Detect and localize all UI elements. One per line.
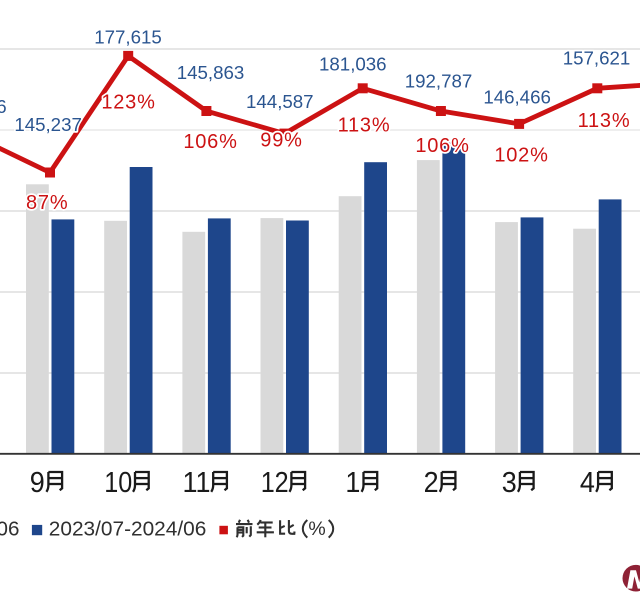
svg-text:145,863: 145,863 (177, 62, 245, 83)
svg-text:106%: 106% (415, 135, 469, 157)
svg-text:4: 4 (580, 467, 595, 499)
svg-text:3: 3 (502, 467, 517, 499)
svg-text:2023/07-2024/06: 2023/07-2024/06 (49, 519, 207, 541)
svg-text:177,615: 177,615 (94, 26, 162, 47)
svg-text:6: 6 (0, 96, 7, 117)
svg-text:2022/07-2023/06: 2022/07-2023/06 (0, 519, 19, 541)
svg-text:106%: 106% (183, 131, 237, 153)
svg-text:12: 12 (261, 467, 289, 499)
svg-text:%: % (308, 518, 325, 540)
svg-text:145,237: 145,237 (14, 114, 82, 135)
svg-text:144,587: 144,587 (246, 91, 314, 112)
svg-text:9: 9 (30, 467, 45, 499)
svg-text:192,787: 192,787 (405, 70, 473, 91)
svg-text:11: 11 (183, 467, 211, 499)
svg-text:99%: 99% (260, 129, 302, 151)
svg-text:2: 2 (424, 467, 439, 499)
svg-text:87%: 87% (26, 192, 68, 214)
svg-text:1: 1 (345, 467, 360, 499)
svg-text:123%: 123% (101, 92, 155, 114)
svg-text:113%: 113% (578, 110, 631, 132)
svg-text:181,036: 181,036 (319, 54, 387, 75)
svg-text:146,466: 146,466 (483, 87, 551, 108)
svg-text:10: 10 (104, 467, 132, 499)
svg-text:113%: 113% (338, 114, 391, 136)
svg-text:102%: 102% (494, 144, 548, 166)
svg-text:157,621: 157,621 (563, 48, 631, 69)
